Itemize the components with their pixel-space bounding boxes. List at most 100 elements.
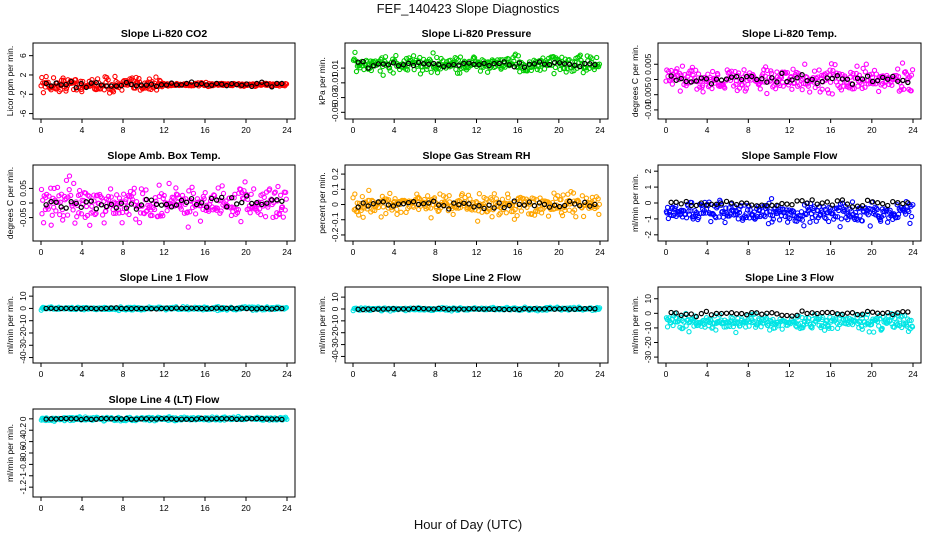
x-tick-label: 0 bbox=[351, 369, 356, 379]
reference-point bbox=[859, 76, 866, 82]
reference-point bbox=[48, 198, 54, 205]
data-point bbox=[38, 186, 45, 193]
x-tick-label: 20 bbox=[241, 503, 251, 513]
data-point bbox=[457, 70, 463, 76]
reference-point bbox=[133, 83, 140, 89]
reference-point bbox=[58, 305, 64, 312]
data-point bbox=[909, 67, 916, 73]
x-tick-label: 8 bbox=[121, 125, 126, 135]
reference-point bbox=[561, 202, 568, 209]
reference-point bbox=[269, 197, 275, 203]
reference-point bbox=[566, 198, 573, 205]
reference-point bbox=[279, 80, 285, 87]
data-point bbox=[666, 68, 672, 75]
data-point bbox=[807, 219, 813, 225]
x-tick-label: 8 bbox=[746, 247, 751, 257]
reference-point bbox=[754, 203, 760, 209]
x-tick-label: 16 bbox=[826, 247, 836, 257]
reference-point bbox=[703, 202, 710, 208]
reference-point bbox=[88, 80, 94, 86]
reference-point bbox=[794, 198, 800, 204]
reference-point bbox=[466, 201, 472, 207]
data-point bbox=[214, 205, 220, 211]
y-tick-label: -0.1 bbox=[330, 212, 340, 227]
data-point bbox=[579, 193, 585, 199]
y-tick-label: 0 bbox=[18, 306, 28, 311]
x-tick-label: 24 bbox=[595, 125, 605, 135]
reference-point bbox=[188, 305, 195, 311]
data-point bbox=[108, 194, 114, 200]
data-point bbox=[867, 223, 873, 229]
y-tick-label: 1 bbox=[643, 184, 653, 189]
data-point bbox=[722, 219, 728, 226]
data-point bbox=[839, 200, 846, 206]
reference-point bbox=[844, 310, 851, 316]
data-point bbox=[863, 61, 869, 67]
reference-point bbox=[370, 63, 376, 69]
data-point bbox=[674, 66, 680, 72]
data-point bbox=[784, 219, 791, 225]
data-point bbox=[234, 209, 241, 216]
data-point bbox=[779, 326, 785, 332]
reference-point bbox=[380, 199, 387, 205]
reference-point bbox=[541, 201, 548, 208]
x-tick-label: 20 bbox=[867, 125, 877, 135]
x-tick-label: 24 bbox=[282, 369, 292, 379]
reference-point bbox=[693, 78, 700, 84]
data-point bbox=[207, 201, 213, 207]
chart-title: Slope Line 3 Flow bbox=[745, 272, 835, 284]
data-point bbox=[741, 67, 747, 73]
data-point bbox=[123, 196, 129, 203]
reference-point bbox=[728, 310, 735, 316]
data-point bbox=[696, 214, 702, 221]
reference-point bbox=[754, 76, 760, 83]
data-point bbox=[881, 212, 887, 218]
reference-point bbox=[683, 198, 689, 205]
data-point bbox=[139, 191, 146, 197]
data-point bbox=[105, 77, 111, 83]
x-tick-label: 16 bbox=[200, 369, 210, 379]
reference-point bbox=[279, 305, 285, 312]
reference-point bbox=[98, 82, 105, 88]
data-point bbox=[425, 193, 431, 199]
data-point bbox=[138, 186, 145, 192]
data-point bbox=[764, 67, 770, 74]
reference-point bbox=[420, 201, 427, 207]
data-point bbox=[380, 204, 386, 210]
reference-point bbox=[108, 201, 115, 208]
reference-point bbox=[723, 76, 730, 82]
data-point bbox=[803, 211, 809, 218]
data-point bbox=[266, 186, 273, 192]
data-point bbox=[258, 211, 264, 218]
data-point bbox=[181, 210, 188, 216]
reference-point bbox=[103, 83, 110, 89]
data-point bbox=[764, 90, 770, 97]
data-point bbox=[89, 203, 95, 209]
data-point bbox=[551, 70, 557, 77]
reference-point bbox=[526, 61, 533, 67]
y-tick-label: -0.01 bbox=[330, 73, 340, 93]
x-tick-label: 12 bbox=[159, 503, 169, 513]
reference-point bbox=[178, 197, 185, 204]
data-point bbox=[155, 213, 161, 219]
reference-point bbox=[824, 75, 830, 81]
data-point bbox=[505, 56, 512, 62]
reference-point bbox=[874, 77, 881, 84]
data-point bbox=[424, 66, 430, 73]
reference-point bbox=[703, 76, 710, 82]
reference-point bbox=[839, 197, 846, 203]
reference-point bbox=[375, 61, 381, 67]
reference-point bbox=[88, 305, 94, 312]
x-tick-label: 12 bbox=[472, 247, 482, 257]
reference-point bbox=[168, 80, 175, 86]
x-tick-label: 8 bbox=[433, 125, 438, 135]
reference-point bbox=[223, 204, 230, 210]
data-point bbox=[483, 196, 489, 202]
y-tick-label: -2 bbox=[643, 231, 653, 239]
data-point bbox=[836, 207, 842, 214]
data-point bbox=[54, 184, 61, 191]
data-point bbox=[515, 53, 522, 59]
data-point bbox=[149, 212, 155, 219]
y-tick-label: -10 bbox=[18, 314, 28, 327]
data-point bbox=[902, 211, 909, 217]
